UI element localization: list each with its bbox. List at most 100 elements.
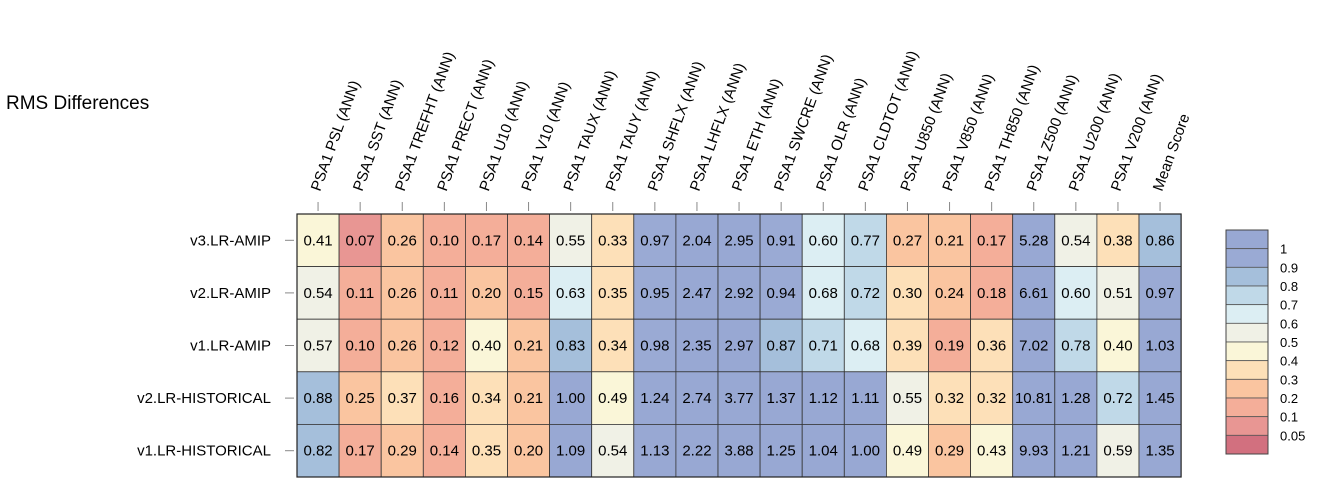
heatmap-cell — [928, 213, 971, 267]
cell-value-label: 0.37 — [388, 390, 417, 407]
cell-value-label: 0.11 — [346, 285, 374, 302]
heatmap-cell — [717, 371, 761, 425]
cell-value-label: 0.24 — [935, 285, 964, 302]
cell-value-label: 0.34 — [472, 390, 501, 407]
heatmap-cell — [1054, 266, 1098, 320]
cell-value-label: 0.26 — [388, 338, 417, 355]
heatmap-cell — [1096, 371, 1140, 425]
cell-value-label: 0.21 — [514, 390, 543, 407]
colorbar-segment — [1225, 266, 1269, 287]
cell-value-label: 0.14 — [514, 232, 543, 249]
colorbar-segment — [1225, 397, 1269, 418]
cell-value-label: 0.14 — [430, 443, 459, 460]
cell-value-label: 0.68 — [851, 338, 880, 355]
heatmap-cell — [886, 266, 929, 320]
heatmap-cell — [843, 423, 887, 478]
cell-value-label: 0.77 — [851, 232, 880, 249]
cell-value-label: 2.35 — [682, 338, 711, 355]
cell-value-label: 0.15 — [514, 285, 543, 302]
cell-value-label: 0.63 — [556, 285, 585, 302]
colorbar-tick-label: 0.7 — [1280, 298, 1298, 313]
cell-value-label: 1.13 — [640, 443, 669, 460]
cell-value-label: 1.04 — [809, 443, 838, 460]
cell-value-label: 0.35 — [472, 443, 501, 460]
cell-value-label: 2.22 — [682, 443, 711, 460]
cell-value-label: 0.16 — [430, 390, 459, 407]
cell-value-label: 0.94 — [767, 285, 796, 302]
heatmap-cell — [928, 266, 971, 320]
chart-title: RMS Differences — [6, 93, 149, 114]
cell-value-label: 0.33 — [598, 232, 627, 249]
cell-value-label: 0.40 — [472, 338, 501, 355]
cell-value-label: 0.25 — [346, 390, 375, 407]
cell-value-label: 2.74 — [682, 390, 711, 407]
colorbar-segment — [1225, 416, 1269, 436]
colorbar: 0.05 0.1 0.2 0.3 0.4 0.5 0.6 0.7 0.8 0.9 1 — [1225, 229, 1305, 455]
row-label: v1.LR-HISTORICAL — [137, 443, 271, 460]
heatmap-cell — [759, 423, 803, 478]
heatmap-cell — [759, 371, 803, 425]
cell-value-label: 0.35 — [598, 285, 627, 302]
cell-value-label: 1.00 — [851, 443, 880, 460]
colorbar-border — [1225, 229, 1269, 455]
heatmap-cell — [507, 318, 550, 373]
cell-value-label: 0.49 — [893, 443, 922, 460]
colorbar-segment — [1225, 304, 1269, 324]
cell-value-label: 0.98 — [640, 338, 669, 355]
cell-value-label: 1.37 — [767, 390, 796, 407]
heatmap-cell — [507, 213, 550, 267]
colorbar-tick-label: 1 — [1280, 242, 1287, 257]
heatmap-cell — [633, 371, 677, 425]
heatmap-cell — [970, 318, 1014, 373]
heatmap-cell — [1012, 213, 1056, 267]
colorbar-segment — [1225, 285, 1269, 306]
colorbar-tick-label: 0.9 — [1280, 260, 1298, 275]
colorbar-tick-label: 0.2 — [1280, 391, 1298, 406]
heatmap-cell — [1012, 266, 1056, 320]
heatmap-cell — [591, 213, 635, 267]
heatmap-cell — [338, 266, 382, 320]
colorbar-tick-label: 0.1 — [1280, 410, 1298, 425]
heatmap-cell — [296, 371, 340, 425]
cell-value-label: 0.10 — [430, 232, 459, 249]
colorbar-segment — [1225, 322, 1269, 343]
cell-value-label: 0.41 — [303, 232, 332, 249]
cell-value-label: 0.78 — [1061, 338, 1090, 355]
heatmap-cell — [380, 423, 424, 478]
heatmap-cell — [380, 371, 424, 425]
cell-value-label: 2.92 — [724, 285, 753, 302]
heatmap-cell — [801, 371, 845, 425]
heatmap-cell — [507, 371, 550, 425]
cell-value-label: 0.87 — [767, 338, 796, 355]
cell-value-label: 0.55 — [556, 232, 585, 249]
cell-value-label: 0.20 — [514, 443, 543, 460]
cell-value-label: 3.77 — [724, 390, 753, 407]
heatmap-cell — [1138, 423, 1182, 478]
cell-value-label: 0.97 — [640, 232, 669, 249]
heatmap-cell — [1096, 213, 1140, 267]
cell-value-label: 0.54 — [598, 443, 627, 460]
heatmap-cell — [717, 318, 761, 373]
cell-value-label: 0.51 — [1103, 285, 1132, 302]
cell-value-label: 1.28 — [1061, 390, 1090, 407]
cell-value-label: 0.40 — [1103, 338, 1132, 355]
cell-value-label: 0.34 — [598, 338, 627, 355]
colorbar-segment — [1225, 378, 1269, 399]
heatmap-cell — [1138, 371, 1182, 425]
cell-value-label: 0.10 — [346, 338, 375, 355]
heatmap-cell — [1012, 423, 1056, 478]
cell-value-label: 0.54 — [1061, 232, 1090, 249]
heatmap-cell — [970, 213, 1014, 267]
heatmap-cell — [380, 318, 424, 373]
heatmap-cell — [1054, 423, 1098, 478]
row-label: v1.LR-AMIP — [190, 338, 271, 355]
cell-value-label: 0.17 — [977, 232, 1006, 249]
cell-value-label: 0.95 — [640, 285, 669, 302]
cell-value-label: 0.57 — [303, 338, 332, 355]
cell-value-label: 0.17 — [346, 443, 375, 460]
row-label: v2.LR-AMIP — [190, 285, 271, 302]
cell-value-label: 0.26 — [388, 232, 417, 249]
heatmap-cell — [675, 266, 719, 320]
cell-value-label: 5.28 — [1019, 232, 1048, 249]
